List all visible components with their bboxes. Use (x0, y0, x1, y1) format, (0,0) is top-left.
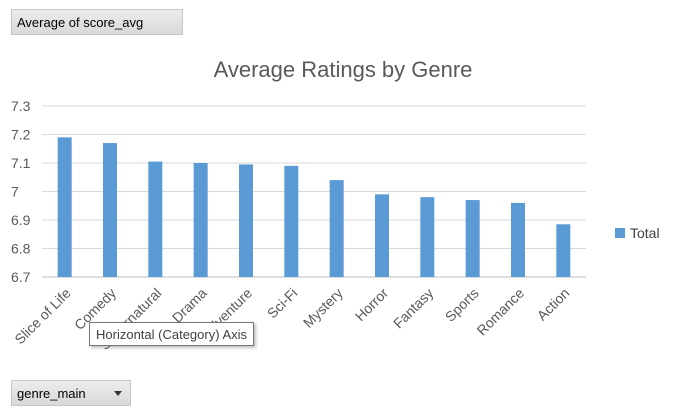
y-tick-label: 6.9 (11, 212, 31, 228)
y-tick-label: 7.1 (11, 155, 31, 171)
x-tick-label: Action (534, 285, 573, 324)
legend-swatch-total (615, 228, 625, 238)
x-tick-label: Sports (442, 285, 482, 325)
bar[interactable] (239, 164, 253, 277)
value-field-button[interactable]: Average of score_avg (11, 9, 183, 35)
bar[interactable] (420, 197, 435, 277)
y-tick-label: 7 (11, 184, 19, 200)
bar[interactable] (103, 143, 117, 277)
x-tick-label: Fantasy (390, 285, 437, 332)
bars[interactable] (57, 137, 571, 277)
bar[interactable] (375, 194, 389, 277)
gridlines (42, 105, 586, 278)
bar[interactable] (193, 163, 208, 277)
bar[interactable] (511, 202, 525, 277)
axis-field-dropdown[interactable]: genre_main (11, 380, 131, 406)
x-tick-label: Slice of Life (11, 285, 74, 348)
x-tick-label: Horror (352, 285, 392, 325)
x-tick-label: Sci-Fi (264, 285, 301, 322)
chart-title: Average Ratings by Genre (214, 57, 473, 82)
x-tick-label: Drama (169, 285, 210, 326)
bar[interactable] (284, 165, 299, 277)
y-tick-label: 6.8 (11, 241, 31, 257)
legend[interactable]: Total (615, 225, 660, 241)
bar[interactable] (148, 161, 163, 277)
axis-tooltip: Horizontal (Category) Axis (89, 322, 254, 346)
bar[interactable] (57, 137, 72, 277)
bar[interactable] (329, 180, 344, 277)
bar[interactable] (465, 200, 480, 277)
y-tick-label: 7.3 (11, 98, 31, 114)
value-field-label: Average of score_avg (17, 14, 144, 30)
tooltip-text: Horizontal (Category) Axis (96, 326, 247, 342)
y-tick-label: 6.7 (11, 269, 31, 285)
axis-field-label: genre_main (17, 385, 86, 401)
chevron-down-icon[interactable] (114, 391, 122, 396)
x-tick-label: Mystery (300, 285, 346, 331)
legend-label-total: Total (630, 225, 660, 241)
y-axis[interactable]: 7.3 7.2 7.1 7 6.9 6.8 6.7 (11, 98, 31, 285)
y-tick-label: 7.2 (11, 127, 31, 143)
x-tick-label: Romance (473, 285, 527, 339)
bar[interactable] (556, 224, 571, 277)
